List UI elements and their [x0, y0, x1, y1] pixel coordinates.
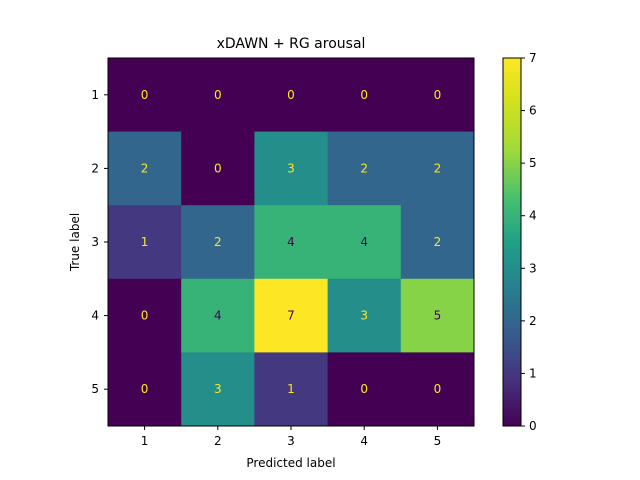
cell-value-label: 2 [141, 161, 149, 175]
cell-value-label: 0 [360, 382, 368, 396]
heatmap-cell [400, 58, 475, 133]
cell-value-label: 2 [434, 235, 442, 249]
heatmap-cell [400, 352, 475, 427]
y-tick-label: 3 [91, 235, 99, 249]
y-tick-label: 2 [91, 161, 99, 175]
cell-value-label: 3 [287, 161, 295, 175]
heatmap-cell [181, 131, 255, 206]
heatmap-cell [400, 278, 475, 353]
heatmap-cell [327, 278, 402, 353]
colorbar-tick-label: 2 [529, 314, 537, 328]
heatmap-cell [108, 352, 182, 427]
cell-value-label: 1 [287, 382, 295, 396]
y-axis-ticks: 1 2 3 4 5 [91, 88, 108, 396]
y-tick-label: 4 [91, 309, 99, 323]
x-tick-label: 2 [214, 434, 222, 448]
heatmap-cell [400, 131, 475, 206]
cell-value-label: 0 [214, 88, 222, 102]
heatmap-cell [254, 131, 329, 206]
x-tick-label: 3 [287, 434, 295, 448]
cell-value-label: 0 [141, 88, 149, 102]
heatmap-cells: 0 0 0 0 0 2 0 3 2 2 1 2 4 4 2 0 4 7 3 5 0 3 1 0 0 [108, 58, 475, 427]
y-tick-label: 1 [91, 88, 99, 102]
cell-value-label: 0 [434, 382, 442, 396]
chart-title: xDAWN + RG arousal [217, 36, 366, 52]
cell-value-label: 0 [214, 161, 222, 175]
heatmap-cell [108, 131, 182, 206]
heatmap-cell [327, 58, 402, 133]
heatmap-cell [181, 352, 255, 427]
heatmap-cell [254, 205, 329, 280]
cell-value-label: 0 [287, 88, 295, 102]
heatmap-cell [181, 205, 255, 280]
y-axis-label: True label [68, 213, 82, 272]
x-axis-label: Predicted label [246, 456, 335, 470]
cell-value-label: 1 [141, 235, 149, 249]
cell-value-label: 4 [360, 235, 368, 249]
x-tick-label: 4 [360, 434, 368, 448]
heatmap-cell [108, 58, 182, 133]
x-tick-label: 5 [434, 434, 442, 448]
x-axis-ticks: 1 2 3 4 5 [141, 426, 441, 448]
cell-value-label: 5 [434, 309, 442, 323]
y-tick-label: 5 [91, 382, 99, 396]
cell-value-label: 0 [141, 309, 149, 323]
heatmap-cell [181, 58, 255, 133]
colorbar-tick-label: 0 [529, 419, 537, 433]
cell-value-label: 2 [360, 161, 368, 175]
cell-value-label: 3 [360, 309, 368, 323]
colorbar-tick-label: 7 [529, 51, 537, 65]
cell-value-label: 3 [214, 382, 222, 396]
heatmap-cell [254, 278, 329, 353]
colorbar-tick-label: 4 [529, 209, 537, 223]
heatmap-cell [108, 205, 182, 280]
colorbar-ticks: 0 1 2 3 4 5 6 7 [521, 51, 537, 433]
heatmap-cell [400, 205, 475, 280]
cell-value-label: 4 [287, 235, 295, 249]
colorbar-gradient [502, 57, 522, 427]
heatmap-cell [327, 352, 402, 427]
heatmap-cell [254, 58, 329, 133]
heatmap-cell [254, 352, 329, 427]
colorbar-tick-label: 1 [529, 366, 537, 380]
colorbar-tick-label: 3 [529, 261, 537, 275]
cell-value-label: 4 [214, 309, 222, 323]
cell-value-label: 2 [214, 235, 222, 249]
cell-value-label: 0 [360, 88, 368, 102]
cell-value-label: 2 [434, 161, 442, 175]
cell-value-label: 0 [141, 382, 149, 396]
colorbar-tick-label: 6 [529, 104, 537, 118]
heatmap-cell [108, 278, 182, 353]
heatmap-cell [327, 205, 402, 280]
cell-value-label: 0 [434, 88, 442, 102]
heatmap-cell [327, 131, 402, 206]
x-tick-label: 1 [141, 434, 149, 448]
colorbar-tick-label: 5 [529, 156, 537, 170]
colorbar: 0 1 2 3 4 5 6 7 [502, 51, 537, 433]
cell-value-label: 7 [287, 309, 295, 323]
heatmap-cell [181, 278, 255, 353]
